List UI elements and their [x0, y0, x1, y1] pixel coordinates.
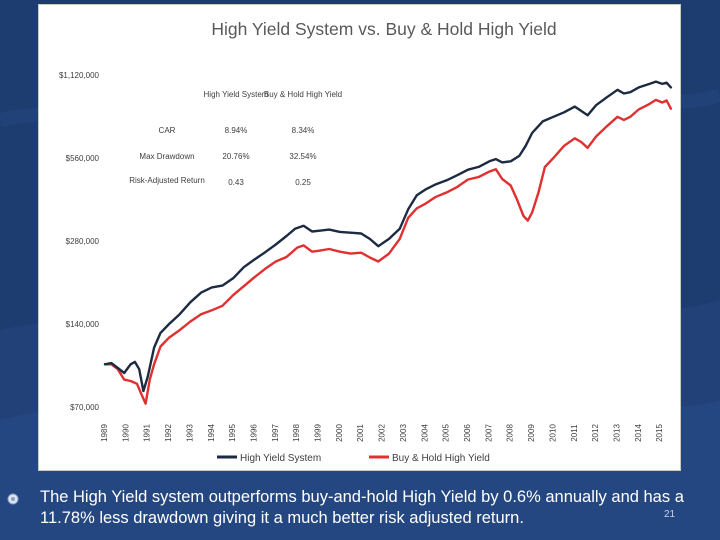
- y-tick-label: $140,000: [66, 320, 100, 329]
- x-tick-label: 2012: [591, 424, 600, 442]
- x-tick-label: 1993: [185, 424, 194, 442]
- stats-header-system: High Yield System: [204, 90, 269, 99]
- x-tick-label: 1996: [249, 424, 258, 442]
- stats-cell: 20.76%: [222, 152, 249, 161]
- y-tick-label: $1,120,000: [59, 71, 100, 80]
- bullet-icon: [7, 493, 19, 505]
- x-tick-label: 2011: [570, 424, 579, 442]
- x-tick-label: 2013: [612, 424, 621, 442]
- x-tick-label: 2014: [634, 424, 643, 442]
- chart-panel: High Yield System vs. Buy & Hold High Yi…: [38, 4, 681, 471]
- x-tick-label: 2003: [399, 424, 408, 442]
- chart-title: High Yield System vs. Buy & Hold High Yi…: [211, 19, 556, 39]
- series-line-buyhold: [103, 98, 673, 405]
- legend-label-system: High Yield System: [240, 453, 321, 464]
- stats-header-buyhold: Buy & Hold High Yield: [264, 90, 342, 99]
- stats-row-label: Risk-Adjusted Return: [129, 176, 205, 185]
- y-tick-label: $560,000: [66, 154, 100, 163]
- x-tick-label: 2008: [506, 424, 515, 442]
- x-tick-label: 2009: [527, 424, 536, 442]
- stats-cell: 0.25: [295, 178, 311, 187]
- x-tick-label: 1994: [207, 424, 216, 442]
- y-tick-label: $280,000: [66, 237, 100, 246]
- x-tick-label: 2004: [420, 424, 429, 442]
- x-tick-label: 1989: [100, 424, 109, 442]
- x-tick-label: 2005: [442, 424, 451, 442]
- slide-caption: The High Yield system outperforms buy-an…: [40, 488, 684, 527]
- x-tick-label: 1992: [164, 424, 173, 442]
- x-tick-label: 2010: [548, 424, 557, 442]
- x-tick-label: 2007: [484, 424, 493, 442]
- series-line-system: [103, 80, 673, 393]
- legend: High Yield System Buy & Hold High Yield: [217, 453, 490, 464]
- stats-cell: 8.34%: [292, 126, 315, 135]
- x-tick-label: 1997: [271, 424, 280, 442]
- stats-row-label: Max Drawdown: [139, 152, 194, 161]
- slide-number: 21: [664, 509, 676, 520]
- x-tick-label: 2001: [356, 424, 365, 442]
- y-axis: $70,000 $140,000 $280,000 $560,000 $1,120,00…: [59, 71, 100, 412]
- y-tick-label: $70,000: [70, 403, 99, 412]
- x-tick-label: 1999: [314, 424, 323, 442]
- x-tick-label: 1995: [228, 424, 237, 442]
- stats-row-label: CAR: [159, 126, 176, 135]
- chart: High Yield System vs. Buy & Hold High Yi…: [59, 19, 673, 464]
- x-tick-label: 1991: [143, 424, 152, 442]
- x-tick-label: 2000: [335, 424, 344, 442]
- stats-cell: 0.43: [228, 178, 244, 187]
- plot-area: [103, 80, 673, 405]
- x-tick-label: 2006: [463, 424, 472, 442]
- x-tick-label: 1998: [292, 424, 301, 442]
- stats-table: High Yield System Buy & Hold High Yield …: [129, 90, 342, 187]
- legend-label-buyhold: Buy & Hold High Yield: [392, 453, 490, 464]
- x-tick-label: 2015: [655, 424, 664, 442]
- stats-cell: 8.94%: [225, 126, 248, 135]
- stats-cell: 32.54%: [289, 152, 316, 161]
- x-tick-label: 1990: [121, 424, 130, 442]
- x-axis: 1989 1990 1991 1992 1993 1994 1995 1996 1997 1998…: [100, 424, 664, 442]
- x-tick-label: 2002: [378, 424, 387, 442]
